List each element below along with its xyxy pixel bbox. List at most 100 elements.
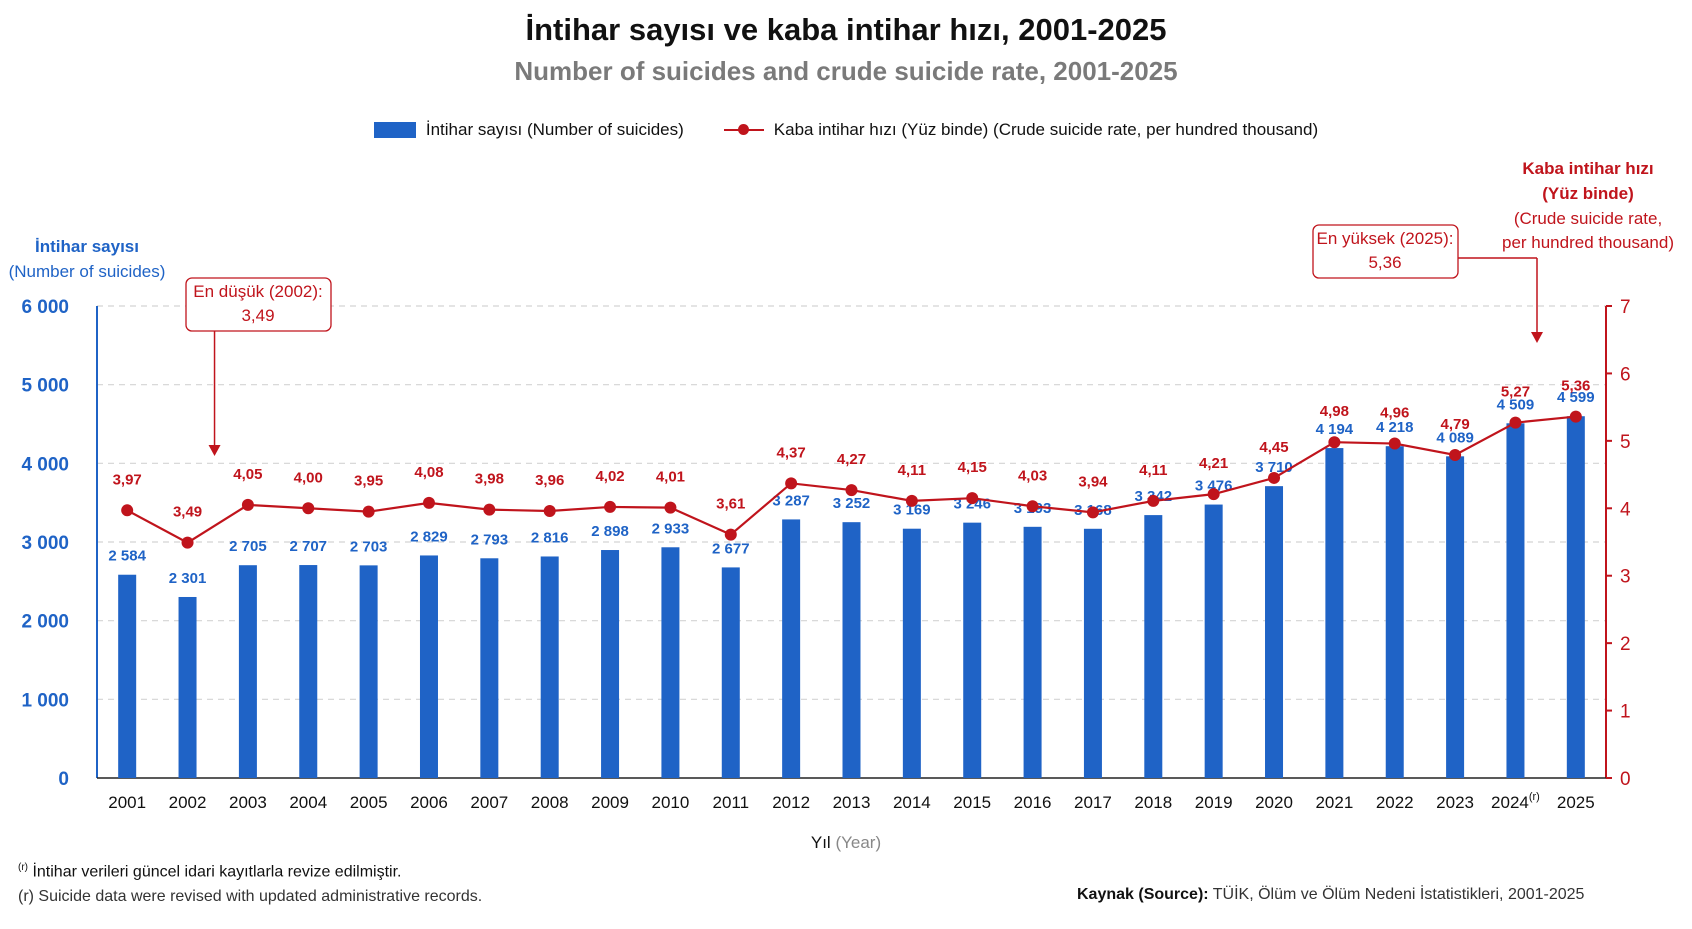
bar-value-label: 2 829 — [410, 528, 448, 545]
left-tick-label: 0 — [58, 769, 69, 790]
rate-value-label: 3,94 — [1078, 473, 1108, 490]
left-axis-subtitle: (Number of suicides) — [9, 262, 166, 281]
bar-value-label: 4 194 — [1316, 421, 1354, 438]
x-tick-label: 2010 — [652, 793, 690, 812]
chart-title: İntihar sayısı ve kaba intihar hızı, 200… — [525, 12, 1167, 47]
x-tick-label: 2007 — [470, 793, 508, 812]
rate-point — [422, 496, 435, 509]
rate-point — [1086, 506, 1099, 519]
x-tick-label: 2013 — [833, 793, 871, 812]
rate-point — [1268, 471, 1281, 484]
rate-point — [1328, 436, 1341, 449]
x-tick-label: 2002 — [169, 793, 207, 812]
rate-point — [543, 504, 556, 517]
rate-value-label: 4,45 — [1259, 439, 1288, 456]
bar-value-label: 4 089 — [1436, 429, 1474, 446]
x-axis-title: Yıl (Year) — [811, 833, 881, 852]
min-annotation-label: En düşük (2002): — [193, 282, 322, 301]
bar-value-label: 2 793 — [471, 531, 509, 548]
rate-value-label: 3,98 — [475, 471, 504, 488]
rate-point — [1509, 416, 1522, 429]
bar — [1506, 423, 1525, 778]
x-tick-label: 2008 — [531, 793, 569, 812]
rate-value-label: 4,27 — [837, 451, 866, 468]
rate-value-label: 4,11 — [898, 462, 926, 479]
bar — [118, 574, 137, 778]
rate-point — [362, 505, 375, 518]
source-note: Kaynak (Source): TÜİK, Ölüm ve Ölüm Nede… — [1077, 886, 1585, 903]
rate-value-label: 4,15 — [958, 459, 987, 476]
bar-value-label: 4 509 — [1497, 396, 1535, 413]
legend-bars-text: İntihar sayısı (Number of suicides) — [425, 120, 684, 139]
rate-point — [1569, 410, 1582, 423]
rate-value-label: 4,05 — [233, 466, 262, 483]
bar — [1083, 528, 1102, 778]
rate-point — [905, 494, 918, 507]
bar-value-label: 2 898 — [591, 523, 629, 540]
right-tick-label: 6 — [1620, 364, 1631, 385]
bar — [1385, 446, 1404, 778]
left-tick-label: 3 000 — [21, 533, 69, 554]
bar-value-label: 2 703 — [350, 538, 388, 555]
x-tick-label: 2003 — [229, 793, 267, 812]
legend: İntihar sayısı (Number of suicides) Kaba… — [0, 120, 1692, 140]
bar — [1204, 504, 1223, 778]
bar — [1446, 456, 1465, 778]
rate-point — [724, 528, 737, 541]
min-arrowhead — [208, 445, 221, 456]
right-axis-title: Kaba intihar hızı — [1522, 159, 1653, 178]
bar-value-label: 2 705 — [229, 538, 267, 555]
x-tick-label: 2014 — [893, 793, 931, 812]
footnote-tr: (r) İntihar verileri güncel idari kayıtl… — [18, 862, 402, 881]
x-tick-label: 2016 — [1014, 793, 1052, 812]
rate-point — [664, 501, 677, 514]
rate-value-label: 3,96 — [535, 472, 564, 489]
bar — [419, 555, 438, 778]
right-tick-label: 2 — [1620, 634, 1631, 655]
x-tick-label: 2004 — [289, 793, 327, 812]
rate-value-label: 4,01 — [656, 469, 685, 486]
rate-point — [845, 484, 858, 497]
rate-value-label: 4,37 — [777, 444, 806, 461]
max-annotation-value: 5,36 — [1368, 253, 1401, 272]
bar — [480, 558, 499, 778]
bar-value-label: 3 287 — [772, 492, 810, 509]
x-tick-label: 2021 — [1315, 793, 1353, 812]
min-annotation-value: 3,49 — [241, 306, 274, 325]
rate-value-label: 4,96 — [1380, 405, 1409, 422]
rate-value-label: 3,49 — [173, 504, 202, 521]
rate-value-label: 4,00 — [294, 469, 323, 486]
x-tick-label: 2022 — [1376, 793, 1414, 812]
max-arrowhead — [1531, 332, 1543, 343]
left-tick-label: 6 000 — [21, 297, 69, 318]
bar — [359, 565, 378, 778]
left-tick-label: 5 000 — [21, 376, 69, 397]
rate-point — [1449, 449, 1462, 462]
left-tick-label: 1 000 — [21, 690, 69, 711]
bar-value-label: 3 252 — [833, 495, 871, 512]
rate-value-label: 4,11 — [1139, 462, 1167, 479]
rate-point — [966, 492, 979, 505]
bar — [842, 522, 861, 778]
max-annotation-box — [1312, 224, 1459, 279]
min-annotation-box — [185, 277, 332, 332]
chart-subtitle: Number of suicides and crude suicide rat… — [514, 56, 1178, 86]
rate-point — [121, 504, 134, 517]
rate-value-label: 5,27 — [1501, 384, 1530, 401]
bar-value-label: 3 169 — [893, 502, 931, 519]
legend-item-suicides: İntihar sayısı (Number of suicides) — [373, 120, 684, 140]
right-tick-label: 5 — [1620, 432, 1631, 453]
rate-value-label: 4,21 — [1199, 455, 1228, 472]
rate-point — [302, 502, 315, 515]
bar-value-label: 4 218 — [1376, 419, 1414, 436]
bar — [238, 565, 257, 778]
bar — [1265, 486, 1284, 778]
bar-value-label: 2 816 — [531, 529, 569, 546]
rate-value-label: 3,61 — [716, 496, 745, 513]
bar — [1144, 515, 1163, 778]
bar — [963, 522, 982, 778]
x-tick-label: 2001 — [108, 793, 146, 812]
bar-value-label: 2 584 — [108, 548, 146, 565]
x-tick-label: 2009 — [591, 793, 629, 812]
